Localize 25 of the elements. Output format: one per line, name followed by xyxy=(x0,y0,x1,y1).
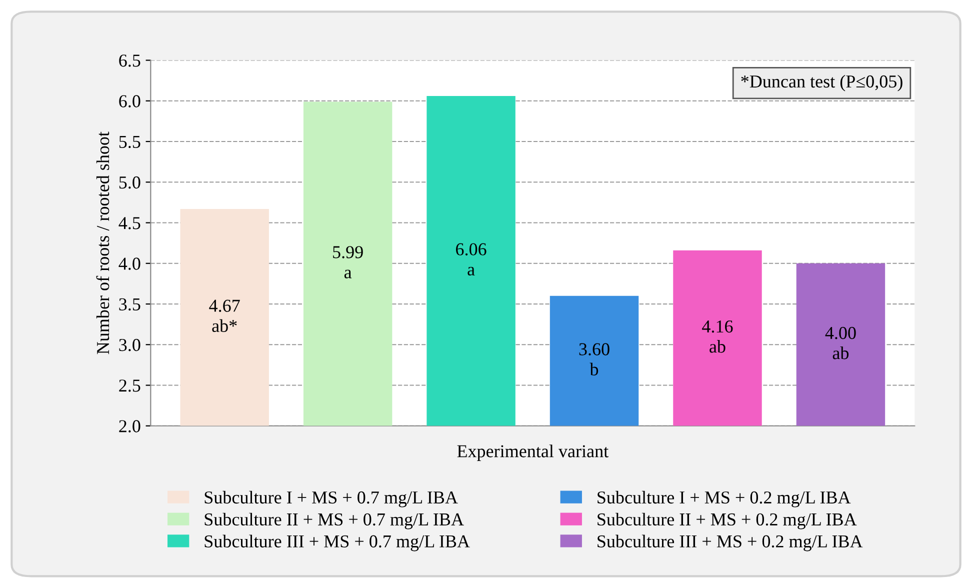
y-tick-label: 2.0 xyxy=(119,420,140,432)
legend-label: Subculture II + MS + 0.2 mg/L IBA xyxy=(598,512,857,530)
y-tick-label: 6.5 xyxy=(119,54,140,67)
annotation: *Duncan test (P≤0,05) xyxy=(741,74,902,92)
data-label: 4.16 ab xyxy=(702,320,733,353)
y-tick-label: 5.5 xyxy=(119,136,140,148)
legend-label: Subculture I + MS + 0.7 mg/L IBA xyxy=(204,490,458,508)
legend-label: Subculture II + MS + 0.7 mg/L IBA xyxy=(204,512,464,530)
data-label: 5.99 a xyxy=(333,246,363,278)
data-label: 4.00 ab xyxy=(825,326,856,360)
y-tick-label: 3.0 xyxy=(119,338,140,352)
data-label: 3.60 b xyxy=(579,343,610,376)
y-tick-label: 4.5 xyxy=(118,217,140,230)
y-tick-label: 2.5 xyxy=(119,380,140,392)
x-axis-title: Experimental variant xyxy=(457,444,608,462)
legend-label: Subculture I + MS + 0.2 mg/L IBA xyxy=(598,490,851,508)
legend-label: Subculture III + MS + 0.7 mg/L IBA xyxy=(204,534,470,552)
y-tick-label: 5.0 xyxy=(119,176,140,189)
y-axis-title: Number of roots / rooted shoot xyxy=(96,132,110,354)
y-tick-label: 6.0 xyxy=(119,95,140,108)
y-tick-label: 4.0 xyxy=(118,258,140,270)
legend-label: Subculture III + MS + 0.2 mg/L IBA xyxy=(598,534,863,552)
y-tick-label: 3.5 xyxy=(119,298,140,311)
data-label: 6.06 a xyxy=(456,243,486,276)
data-label: 4.67 ab* xyxy=(209,300,240,332)
